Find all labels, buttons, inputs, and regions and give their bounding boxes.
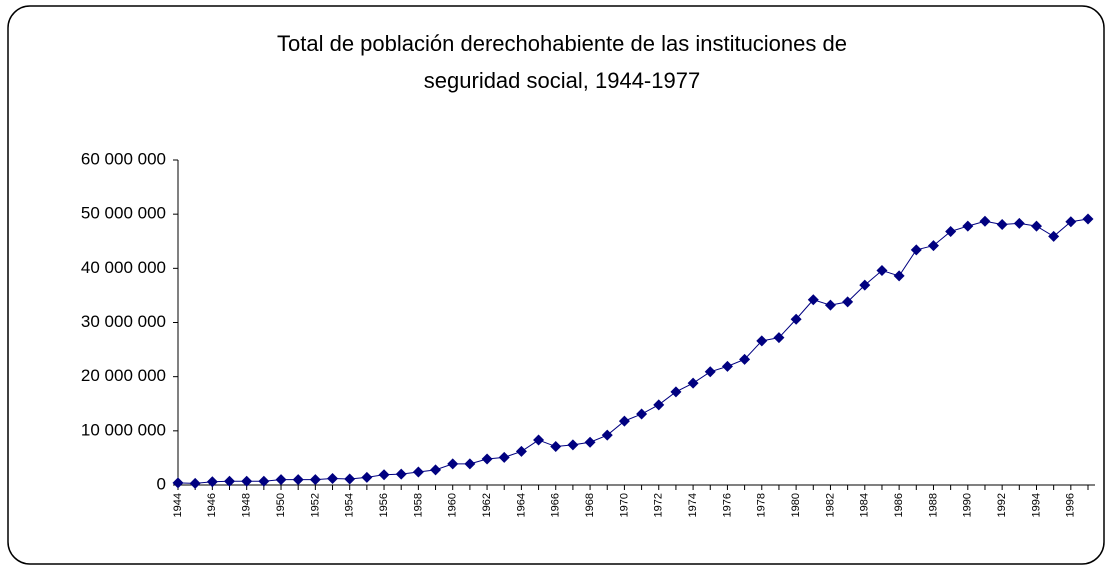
chart-title: seguridad social, 1944-1977 (424, 68, 700, 93)
point-marker (996, 218, 1008, 230)
x-tick-label: 1994 (1030, 493, 1042, 517)
x-tick-label: 1952 (309, 493, 321, 517)
x-tick-label: 1970 (618, 493, 630, 517)
x-tick-label: 1992 (996, 493, 1008, 517)
y-tick-label: 30 000 000 (81, 312, 166, 331)
x-tick-label: 1982 (824, 493, 836, 517)
point-marker (378, 469, 390, 481)
x-tick-label: 1954 (344, 493, 356, 517)
chart-title: Total de población derechohabiente de la… (277, 31, 847, 56)
point-marker (601, 429, 613, 441)
x-tick-label: 1980 (790, 493, 802, 517)
x-tick-label: 1996 (1065, 493, 1077, 517)
point-marker (636, 408, 648, 420)
point-marker (292, 474, 304, 486)
point-marker (670, 386, 682, 398)
point-marker (893, 270, 905, 282)
y-tick-label: 50 000 000 (81, 204, 166, 223)
point-marker (979, 215, 991, 227)
point-marker (412, 466, 424, 478)
point-marker (721, 360, 733, 372)
point-marker (859, 279, 871, 291)
y-tick-label: 40 000 000 (81, 258, 166, 277)
point-marker (927, 240, 939, 252)
x-tick-label: 1986 (893, 493, 905, 517)
x-tick-label: 1958 (412, 493, 424, 517)
point-marker (962, 220, 974, 232)
y-tick-label: 0 (157, 474, 166, 493)
point-marker (361, 471, 373, 483)
point-marker (550, 441, 562, 453)
point-marker (533, 434, 545, 446)
point-marker (258, 475, 270, 487)
y-tick-label: 20 000 000 (81, 366, 166, 385)
point-marker (1082, 213, 1094, 225)
point-marker (275, 474, 287, 486)
point-marker (1048, 230, 1060, 242)
y-tick-label: 60 000 000 (81, 149, 166, 168)
x-tick-label: 1984 (859, 493, 871, 517)
point-marker (241, 475, 253, 487)
point-marker (945, 226, 957, 237)
point-marker (1013, 217, 1025, 229)
point-marker (739, 353, 751, 365)
x-tick-label: 1950 (275, 493, 287, 517)
point-marker (327, 473, 339, 484)
point-marker (824, 299, 836, 311)
x-tick-label: 1966 (550, 493, 562, 517)
x-tick-label: 1946 (206, 493, 218, 517)
point-marker (584, 436, 596, 448)
point-marker (464, 458, 476, 470)
point-marker (1065, 216, 1077, 228)
point-marker (515, 445, 527, 457)
point-marker (395, 468, 407, 480)
x-tick-label: 1964 (515, 493, 527, 517)
x-tick-label: 1988 (927, 493, 939, 517)
point-marker (910, 244, 922, 256)
x-tick-label: 1944 (172, 493, 184, 517)
point-marker (618, 415, 630, 427)
point-marker (498, 451, 510, 463)
point-marker (344, 473, 356, 485)
x-tick-label: 1976 (721, 493, 733, 517)
point-marker (447, 458, 459, 470)
x-tick-label: 1990 (962, 493, 974, 517)
point-marker (567, 439, 579, 451)
point-marker (206, 476, 218, 488)
x-tick-label: 1960 (447, 493, 459, 517)
point-marker (653, 399, 665, 411)
x-tick-label: 1948 (241, 493, 253, 517)
point-marker (807, 294, 819, 306)
point-marker (430, 464, 442, 476)
point-marker (189, 477, 201, 489)
point-marker (790, 313, 802, 325)
x-tick-label: 1956 (378, 493, 390, 517)
x-tick-label: 1962 (481, 493, 493, 517)
point-marker (773, 332, 785, 344)
point-marker (704, 366, 716, 378)
x-tick-label: 1972 (653, 493, 665, 517)
point-marker (309, 474, 321, 486)
point-marker (756, 335, 768, 347)
point-marker (1030, 220, 1042, 232)
x-tick-label: 1974 (687, 493, 699, 517)
x-tick-label: 1978 (756, 493, 768, 517)
x-tick-label: 1968 (584, 493, 596, 517)
point-marker (876, 265, 888, 276)
point-marker (172, 477, 184, 489)
y-tick-label: 10 000 000 (81, 420, 166, 439)
point-marker (481, 453, 493, 465)
point-marker (687, 377, 699, 389)
point-marker (842, 296, 854, 308)
point-marker (224, 475, 236, 487)
chart-border (7, 5, 1105, 565)
